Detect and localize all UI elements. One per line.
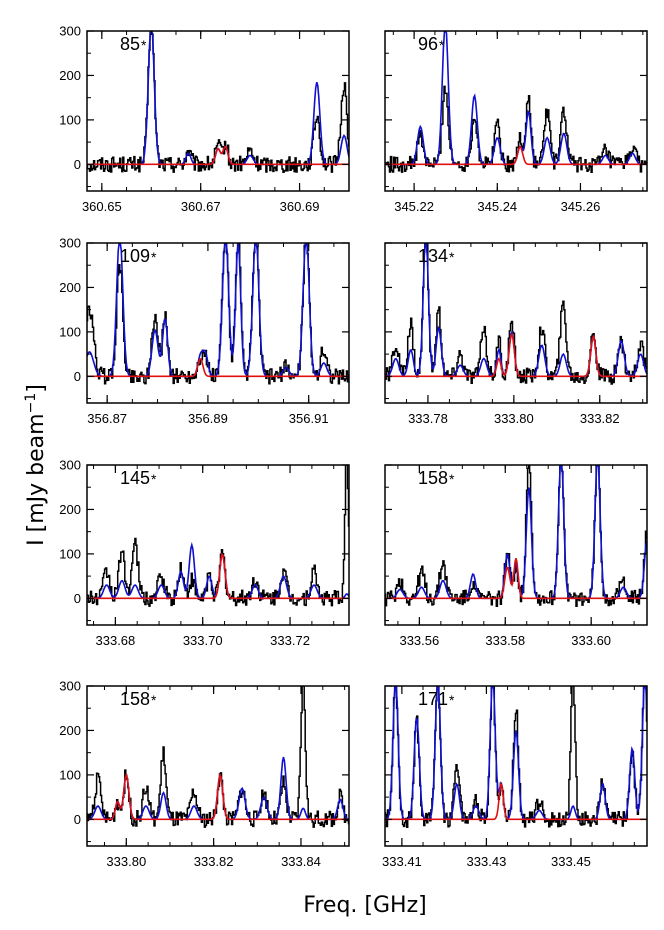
y-tick-label: 200 xyxy=(59,723,81,738)
x-tick-label: 333.56 xyxy=(399,633,439,648)
x-tick-label: 333.58 xyxy=(485,633,525,648)
x-tick-label: 345.26 xyxy=(561,199,601,214)
plot-area xyxy=(385,465,647,607)
x-tick-label: 333.80 xyxy=(494,411,534,426)
model-species-line xyxy=(385,558,647,600)
x-tick-label: 333.41 xyxy=(382,854,422,869)
y-tick-label: 100 xyxy=(59,324,81,339)
spectrum-panel: 333.56 333.58 333.60 158* xyxy=(384,464,648,648)
plot-area xyxy=(87,465,349,607)
panel-id-label: 158* xyxy=(418,468,455,488)
y-tick-label: 300 xyxy=(59,236,81,251)
panel-frame xyxy=(384,242,648,404)
panel-id-label: 171* xyxy=(418,689,455,709)
panel-id-marker: * xyxy=(151,692,157,708)
observed-spectrum xyxy=(385,465,647,607)
y-axis-title-main: I [mJy beam xyxy=(24,413,49,545)
x-tick-label: 333.45 xyxy=(551,854,591,869)
spectrum-panel: 0 100 200 300 360.65 360.67 360.69 85* xyxy=(59,24,350,214)
model-species-line xyxy=(87,358,349,378)
y-tick-label: 0 xyxy=(74,591,81,606)
panel-id-marker: * xyxy=(449,249,455,265)
plot-area xyxy=(87,31,349,173)
y-tick-label: 0 xyxy=(74,157,81,172)
panel-frame xyxy=(384,685,648,847)
panel-id-label: 134* xyxy=(418,246,455,266)
x-tick-label: 333.70 xyxy=(183,633,223,648)
spectrum-panel: 345.22 345.24 345.26 96* xyxy=(384,30,648,214)
panel-frame xyxy=(86,30,350,192)
model-species-line xyxy=(87,772,349,821)
x-tick-label: 333.80 xyxy=(106,854,146,869)
panel-id-label: 109* xyxy=(120,246,157,266)
y-tick-label: 0 xyxy=(74,812,81,827)
y-tick-label: 100 xyxy=(59,767,81,782)
y-tick-label: 200 xyxy=(59,68,81,83)
y-tick-label: 0 xyxy=(74,369,81,384)
x-tick-label: 356.89 xyxy=(188,411,228,426)
y-axis-title-sup: −1 xyxy=(23,393,39,414)
x-tick-label: 333.78 xyxy=(408,411,448,426)
x-tick-label: 356.91 xyxy=(289,411,329,426)
panel-id-label: 96* xyxy=(418,34,445,54)
panel-id-label: 158* xyxy=(120,689,157,709)
panel-id-marker: * xyxy=(449,471,455,487)
y-axis-title: I [mJy beam−1] xyxy=(23,384,49,546)
plot-area xyxy=(385,31,647,173)
y-tick-label: 200 xyxy=(59,502,81,517)
model-species-line xyxy=(87,145,349,166)
x-tick-label: 333.84 xyxy=(281,854,321,869)
y-tick-label: 300 xyxy=(59,679,81,694)
panel-frame xyxy=(86,242,350,404)
x-tick-label: 356.87 xyxy=(87,411,127,426)
x-tick-label: 333.82 xyxy=(580,411,620,426)
plot-area xyxy=(385,686,647,828)
panel-id-label: 85* xyxy=(120,34,147,54)
x-tick-label: 345.24 xyxy=(477,199,517,214)
spectrum-panel: 333.78 333.80 333.82 134* xyxy=(384,242,648,426)
model-species-line xyxy=(385,782,647,821)
y-tick-label: 100 xyxy=(59,546,81,561)
panel-frame xyxy=(384,464,648,626)
model-species-line xyxy=(87,552,349,600)
panel-frame xyxy=(86,464,350,626)
x-tick-label: 360.65 xyxy=(82,199,122,214)
y-tick-label: 200 xyxy=(59,280,81,295)
panel-id-marker: * xyxy=(449,692,455,708)
plot-area xyxy=(385,243,647,385)
model-species-line xyxy=(385,332,647,378)
panel-id-marker: * xyxy=(151,249,157,265)
x-tick-label: 360.67 xyxy=(181,199,221,214)
y-tick-label: 300 xyxy=(59,24,81,39)
plot-area xyxy=(87,686,349,828)
panel-id-marker: * xyxy=(141,37,147,53)
x-axis-title: Freq. [GHz] xyxy=(303,893,426,918)
x-tick-label: 333.72 xyxy=(270,633,310,648)
observed-spectrum xyxy=(87,465,349,607)
spectrum-panel: 0 100 200 300 333.80 333.82 333.84 158* xyxy=(59,679,350,869)
observed-spectrum xyxy=(87,31,349,173)
panel-frame xyxy=(86,685,350,847)
panel-id-marker: * xyxy=(151,471,157,487)
panel-frame xyxy=(384,30,648,192)
x-tick-label: 360.69 xyxy=(280,199,320,214)
x-tick-label: 333.82 xyxy=(194,854,234,869)
x-tick-label: 333.43 xyxy=(467,854,507,869)
y-tick-label: 300 xyxy=(59,458,81,473)
model-species-line xyxy=(385,145,647,166)
y-tick-label: 100 xyxy=(59,112,81,127)
spectrum-panel: 333.41 333.43 333.45 171* xyxy=(382,685,648,869)
spectrum-panel: 0 100 200 300 333.68 333.70 333.72 145* xyxy=(59,458,350,648)
plot-area xyxy=(87,243,349,385)
y-axis-title-close: ] xyxy=(24,384,49,393)
panel-id-label: 145* xyxy=(120,468,157,488)
x-tick-label: 333.68 xyxy=(96,633,136,648)
panel-id-marker: * xyxy=(439,37,445,53)
x-tick-label: 345.22 xyxy=(394,199,434,214)
spectrum-panel: 0 100 200 300 356.87 356.89 356.91 109* xyxy=(59,236,350,426)
x-tick-label: 333.60 xyxy=(571,633,611,648)
